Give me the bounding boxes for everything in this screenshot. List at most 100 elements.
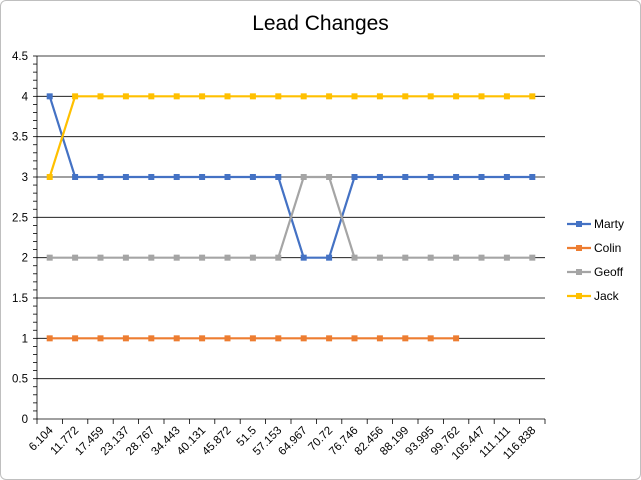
- data-point-geoff: [376, 254, 383, 261]
- data-point-jack: [249, 93, 256, 100]
- y-tick-label: 4: [22, 91, 29, 103]
- data-point-marty: [453, 174, 460, 180]
- y-tick-label: 2.5: [12, 212, 28, 224]
- legend-marker-geoff: [576, 269, 582, 275]
- data-point-jack: [72, 93, 79, 100]
- data-point-jack: [376, 93, 383, 100]
- data-point-colin: [275, 335, 282, 342]
- data-point-marty: [503, 174, 510, 180]
- data-point-colin: [97, 335, 104, 342]
- data-point-colin: [249, 335, 256, 342]
- data-point-marty: [300, 254, 307, 261]
- data-point-jack: [46, 174, 53, 180]
- data-point-jack: [427, 93, 434, 100]
- data-point-colin: [148, 335, 155, 342]
- y-tick-label: 3.5: [12, 132, 28, 144]
- x-tick-label: 45.872: [200, 425, 233, 458]
- legend-label-geoff: Geoff: [594, 265, 624, 279]
- data-point-colin: [224, 335, 231, 342]
- data-point-geoff: [148, 254, 155, 261]
- data-point-geoff: [351, 254, 358, 261]
- x-tick-label: 64.967: [276, 425, 309, 458]
- data-point-geoff: [402, 254, 409, 261]
- series-line-geoff: [49, 175, 533, 259]
- data-point-colin: [173, 335, 180, 342]
- data-point-marty: [376, 174, 383, 180]
- data-point-colin: [453, 335, 460, 342]
- series-group: [46, 93, 536, 342]
- data-point-geoff: [300, 174, 307, 180]
- data-point-geoff: [97, 254, 104, 261]
- data-point-geoff: [173, 254, 180, 261]
- data-point-marty: [275, 174, 282, 180]
- data-point-jack: [97, 93, 104, 100]
- x-axis-ticks: 6.10411.77217.45923.13728.76734.44340.13…: [27, 424, 538, 462]
- data-point-marty: [173, 174, 180, 180]
- data-point-geoff: [224, 254, 231, 261]
- data-point-colin: [427, 335, 434, 342]
- data-point-jack: [402, 93, 409, 100]
- y-tick-label: 4.5: [12, 51, 28, 63]
- data-point-marty: [529, 174, 536, 180]
- data-point-jack: [122, 93, 129, 100]
- data-point-marty: [351, 174, 358, 180]
- data-point-marty: [46, 93, 53, 100]
- legend-marker-marty: [576, 221, 582, 227]
- data-point-marty: [402, 174, 409, 180]
- legend-marker-jack: [576, 293, 582, 299]
- data-point-geoff: [326, 174, 333, 180]
- data-point-marty: [148, 174, 155, 180]
- data-point-jack: [503, 93, 510, 100]
- data-point-geoff: [249, 254, 256, 261]
- data-point-marty: [72, 174, 79, 180]
- legend-label-jack: Jack: [594, 289, 620, 303]
- data-point-marty: [326, 254, 333, 261]
- data-point-colin: [351, 335, 358, 342]
- data-point-jack: [453, 93, 460, 100]
- y-tick-label: 1.5: [12, 293, 28, 305]
- data-point-jack: [199, 93, 206, 100]
- chart-title: Lead Changes: [252, 12, 389, 35]
- data-point-colin: [46, 335, 53, 342]
- data-point-geoff: [72, 254, 79, 261]
- legend-marker-colin: [576, 245, 582, 251]
- legend: Marty Colin Geoff Jack: [567, 217, 624, 303]
- data-point-colin: [376, 335, 383, 342]
- data-point-colin: [122, 335, 129, 342]
- data-point-jack: [275, 93, 282, 100]
- data-point-geoff: [427, 254, 434, 261]
- data-point-geoff: [478, 254, 485, 261]
- y-axis-ticks: 0 0.5 1 1.5 2 2.5 3 3.5 4 4.5: [12, 51, 29, 426]
- data-point-marty: [97, 174, 104, 180]
- data-point-jack: [300, 93, 307, 100]
- data-point-colin: [300, 335, 307, 342]
- legend-label-colin: Colin: [594, 241, 621, 255]
- data-point-marty: [249, 174, 256, 180]
- y-tick-label: 1: [22, 333, 28, 345]
- data-point-geoff: [46, 254, 53, 261]
- data-point-geoff: [503, 254, 510, 261]
- data-point-marty: [122, 174, 129, 180]
- data-point-marty: [478, 174, 485, 180]
- y-tick-label: 2: [22, 253, 28, 265]
- data-point-geoff: [199, 254, 206, 261]
- data-point-marty: [224, 174, 231, 180]
- data-point-jack: [351, 93, 358, 100]
- data-point-colin: [72, 335, 79, 342]
- data-point-jack: [224, 93, 231, 100]
- data-point-geoff: [529, 254, 536, 261]
- y-tick-label: 3: [22, 172, 28, 184]
- y-tick-label: 0.5: [12, 374, 28, 386]
- legend-label-marty: Marty: [594, 217, 624, 231]
- data-point-jack: [529, 93, 536, 100]
- gridlines: [33, 55, 546, 424]
- data-point-colin: [326, 335, 333, 342]
- data-point-jack: [478, 93, 485, 100]
- data-point-jack: [173, 93, 180, 100]
- data-point-geoff: [275, 254, 282, 261]
- y-tick-label: 0: [22, 414, 28, 426]
- data-point-geoff: [453, 254, 460, 261]
- data-point-marty: [199, 174, 206, 180]
